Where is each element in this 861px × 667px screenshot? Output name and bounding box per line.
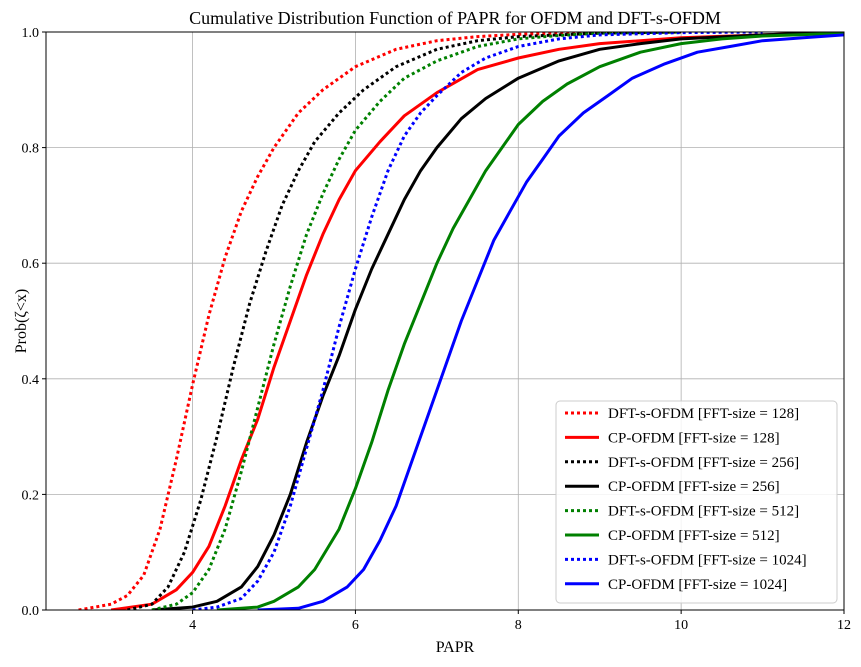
x-tick-label: 12 — [837, 618, 851, 633]
y-tick-label: 0.6 — [22, 257, 40, 272]
legend-items: DFT-s-OFDM [FFT-size = 128] CP-OFDM [FFT-… — [565, 406, 807, 593]
series-line-8 — [257, 33, 844, 610]
axis-ticks: 4 6 8 10 12 0.0 0.2 0.4 0.6 0.8 1.0 — [22, 26, 852, 633]
series-line-3 — [127, 32, 682, 610]
y-axis-label: Prob(ζ<x) — [13, 289, 30, 354]
legend-label: DFT-s-OFDM [FFT-size = 512] — [608, 504, 799, 520]
x-axis-label: PAPR — [436, 639, 475, 656]
legend-label: CP-OFDM [FFT-size = 512] — [608, 528, 780, 544]
series-line-6 — [216, 32, 844, 610]
y-tick-label: 0.4 — [22, 373, 40, 388]
series-line-1 — [78, 32, 682, 610]
y-tick-label: 0.8 — [22, 142, 40, 157]
x-tick-label: 6 — [352, 618, 359, 633]
plot-frame — [45, 31, 845, 611]
x-tick-label: 8 — [515, 618, 522, 633]
y-tick-label: 0.2 — [22, 488, 40, 503]
y-tick-label: 0.0 — [22, 604, 40, 619]
legend-label: DFT-s-OFDM [FFT-size = 128] — [608, 406, 799, 422]
legend-label: CP-OFDM [FFT-size = 1024] — [608, 577, 787, 593]
series-lines — [78, 32, 844, 610]
legend-label: DFT-s-OFDM [FFT-size = 256] — [608, 455, 799, 471]
legend: DFT-s-OFDM [FFT-size = 128] CP-OFDM [FFT-… — [555, 400, 838, 604]
series-line-2 — [110, 32, 844, 610]
legend-label: DFT-s-OFDM [FFT-size = 1024] — [608, 552, 807, 568]
series-line-7 — [192, 32, 763, 610]
x-tick-label: 10 — [674, 618, 688, 633]
legend-box — [555, 400, 838, 604]
chart-title: Cumulative Distribution Function of PAPR… — [189, 8, 721, 28]
y-tick-label: 1.0 — [22, 26, 40, 41]
legend-label: CP-OFDM [FFT-size = 128] — [608, 430, 780, 446]
legend-label: CP-OFDM [FFT-size = 256] — [608, 479, 780, 495]
series-line-4 — [151, 32, 844, 610]
x-tick-label: 4 — [189, 618, 196, 633]
